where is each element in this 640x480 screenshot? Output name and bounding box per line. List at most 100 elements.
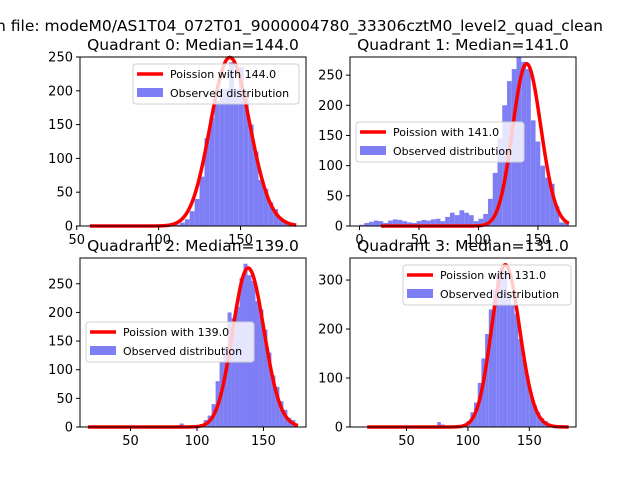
quadrant-2-y-tick-label: 250 bbox=[48, 277, 73, 292]
quadrant-1-y-tick-label: 100 bbox=[318, 159, 343, 174]
quadrant-1-title: Quadrant 1: Median=141.0 bbox=[357, 36, 569, 54]
quadrant-1-y-tick-label: 200 bbox=[318, 99, 343, 114]
quadrant-0-hist-bar bbox=[219, 88, 225, 226]
quadrant-1-hist-bar bbox=[464, 212, 469, 226]
quadrant-3-y-tick-label: 300 bbox=[318, 274, 343, 289]
quadrant-3-hist-bar bbox=[485, 333, 489, 427]
quadrant-2-legend: Poission with 139.0 Observed distribution bbox=[85, 321, 255, 363]
quadrant-1-legend-hist-label: Observed distribution bbox=[393, 145, 512, 158]
quadrant-2-y-tick-label: 0 bbox=[65, 421, 73, 436]
quadrant-1-hist-bar bbox=[483, 213, 488, 226]
quadrant-3-hist-bar bbox=[503, 270, 508, 427]
quadrant-0-y-tick-label: 50 bbox=[56, 186, 73, 201]
quadrant-1-hist-bar bbox=[468, 215, 474, 226]
quadrant-1-hist-bar bbox=[426, 220, 431, 226]
quadrant-0-legend-hist-label: Observed distribution bbox=[170, 87, 289, 100]
quadrant-1-panel: 0 50 100 150 0 50 100 150 200 250 Poission with 14… bbox=[318, 36, 577, 248]
quadrant-2-hist-bar bbox=[263, 329, 268, 427]
quadrant-0-hist-bar bbox=[268, 202, 274, 226]
quadrant-0-axes-frame bbox=[79, 56, 307, 227]
quadrant-1-hist-bar bbox=[487, 198, 493, 226]
quadrant-0-hist-bar bbox=[214, 100, 220, 226]
quadrant-1-y-tick-label: 250 bbox=[318, 69, 343, 84]
quadrant-1-hist-bar bbox=[378, 221, 384, 226]
quadrant-0-hist-bar bbox=[283, 222, 288, 226]
quadrant-1-x-tick-label: 100 bbox=[466, 233, 491, 248]
quadrant-0-x-tick-label: 150 bbox=[228, 233, 253, 248]
quadrant-3-hist-bar bbox=[507, 294, 511, 427]
quadrant-2-hist-bar bbox=[279, 401, 284, 427]
quadrant-2-hist-bar bbox=[271, 375, 276, 427]
quadrant-0-hist-bar bbox=[224, 88, 230, 226]
quadrant-0-hist-bar bbox=[243, 92, 249, 226]
quadrant-3-y-tick-label: 200 bbox=[318, 323, 343, 338]
quadrant-1-hist-bar bbox=[388, 220, 393, 226]
quadrant-3-hist-bar bbox=[481, 358, 486, 427]
quadrant-1-hist-bar bbox=[430, 219, 436, 226]
quadrant-3-title: Quadrant 3: Median=131.0 bbox=[357, 237, 569, 255]
quadrant-1-hist-bar bbox=[454, 215, 460, 226]
quadrant-1-y-tick-label: 50 bbox=[326, 189, 343, 204]
quadrant-1-hist-bar bbox=[502, 105, 508, 226]
quadrant-3-x-tick-label: 150 bbox=[517, 434, 542, 449]
quadrant-3-hist-bar bbox=[499, 267, 504, 427]
quadrant-3-legend-box bbox=[402, 264, 572, 306]
quadrant-2-hist-bar bbox=[255, 300, 260, 427]
quadrant-0-hist-bar bbox=[199, 176, 205, 226]
quadrant-2-x-tick-label: 100 bbox=[185, 434, 210, 449]
quadrant-1-legend-box bbox=[355, 121, 525, 163]
quadrant-1-legend-curve-label: Poission with 141.0 bbox=[393, 126, 499, 139]
quadrant-2-y-tick-label: 100 bbox=[48, 363, 73, 378]
quadrant-1-hist-bar bbox=[449, 212, 455, 226]
quadrant-0-legend-box bbox=[132, 63, 300, 105]
quadrant-3-y-tick-label: 100 bbox=[318, 372, 343, 387]
quadrant-3-legend-hist-swatch bbox=[407, 289, 433, 298]
quadrant-0-legend: Poission with 144.0 Observed distribution bbox=[132, 63, 300, 105]
quadrant-1-hist-bar bbox=[497, 138, 503, 226]
quadrant-2-panel: 50 100 150 0 50 100 150 200 250 Poission with 139… bbox=[48, 237, 307, 449]
figure-suptitle: n file: modeM0/AS1T04_072T01_9000004780_… bbox=[0, 17, 603, 36]
quadrant-0-hist-bar bbox=[184, 219, 190, 226]
quadrant-1-legend: Poission with 141.0 Observed distribution bbox=[355, 121, 525, 163]
quadrant-1-hist-bar bbox=[392, 219, 398, 226]
quadrant-3-hist-bar bbox=[518, 338, 522, 427]
quadrant-0-y-tick-label: 250 bbox=[48, 51, 73, 66]
quadrant-0-y-tick-label: 200 bbox=[48, 84, 73, 99]
quadrant-3-hist-bar bbox=[533, 404, 537, 427]
quadrant-1-hist-bar bbox=[364, 222, 370, 226]
quadrant-1-hist-bar bbox=[369, 221, 374, 226]
quadrant-1-hist-bar bbox=[402, 221, 408, 226]
quadrant-1-hist-bar bbox=[492, 172, 498, 226]
quadrant-0-hist-bar bbox=[248, 124, 254, 226]
quadrant-2-legend-hist-swatch bbox=[90, 346, 116, 355]
quadrant-1-hist-bar bbox=[407, 222, 412, 226]
quadrant-3-legend-curve-label: Poission with 131.0 bbox=[440, 269, 546, 282]
quadrant-0-hist-bar bbox=[278, 217, 284, 226]
quadrant-0-title: Quadrant 0: Median=144.0 bbox=[87, 36, 299, 54]
quadrant-2-legend-hist-label: Observed distribution bbox=[123, 345, 242, 358]
quadrant-2-hist-bar bbox=[267, 352, 272, 427]
quadrant-0-hist-bar bbox=[263, 188, 269, 226]
quadrant-2-hist-bar bbox=[275, 386, 280, 427]
quadrant-2-hist-bar bbox=[235, 306, 240, 427]
quadrant-0-hist-bar bbox=[189, 211, 195, 226]
quadrant-0-x-tick-label: 50 bbox=[68, 233, 85, 248]
quadrant-3-legend: Poission with 131.0 Observed distribution bbox=[402, 264, 572, 306]
quadrant-3-hist-bar bbox=[514, 314, 519, 427]
quadrant-0-hist-bar bbox=[174, 224, 180, 226]
quadrant-3-hist-bar bbox=[536, 412, 541, 427]
quadrant-0-hist-bar bbox=[204, 138, 210, 226]
quadrant-1-hist-bar bbox=[540, 165, 546, 226]
quadrant-1-hist-bar bbox=[445, 216, 450, 226]
quadrant-0-hist-bar bbox=[238, 67, 244, 226]
quadrant-0-hist-bar bbox=[194, 198, 200, 226]
quadrant-0-legend-hist-swatch bbox=[137, 88, 163, 97]
quadrant-0-legend-curve-label: Poission with 144.0 bbox=[170, 68, 276, 81]
quadrant-2-hist-bar bbox=[223, 346, 228, 427]
quadrant-1-hist-bar bbox=[359, 224, 365, 226]
quadrant-3-hist-bar bbox=[525, 375, 530, 427]
quadrant-0-y-tick-label: 150 bbox=[48, 118, 73, 133]
quadrant-1-hist-bar bbox=[459, 210, 465, 226]
quadrant-0-hist-bar bbox=[229, 62, 234, 226]
